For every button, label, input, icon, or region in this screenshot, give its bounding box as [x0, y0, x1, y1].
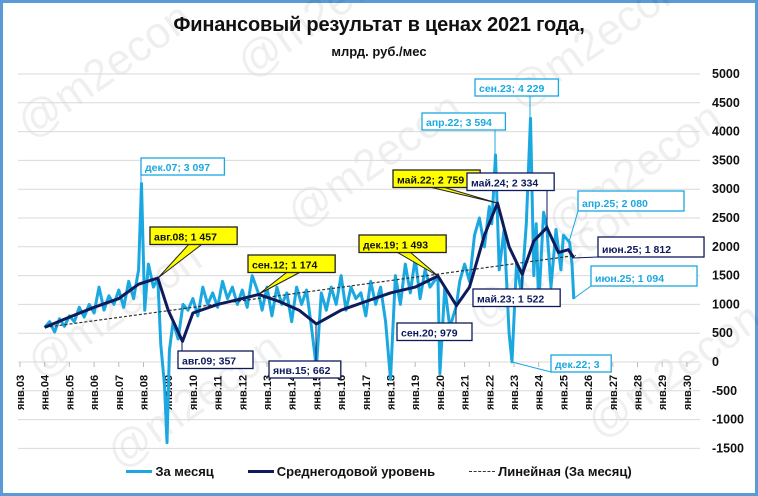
y-axis-ticks: 5000450040003500300025002000150010005000…: [712, 67, 744, 455]
legend: За месяц Среднегодовой уровень Линейная …: [0, 464, 758, 479]
annotation-label: апр.22; 3 594: [426, 117, 492, 129]
annotation-callout: май.24; 2 334: [466, 172, 555, 228]
x-axis-ticks: янв.03 янв.04 янв.05 янв.06 янв.07 янв.08 янв.…: [15, 374, 694, 410]
annotation-callout: сен.20; 979: [396, 306, 473, 342]
annotation-callout: апр.25; 2 080: [568, 190, 685, 243]
x-tick-label: янв.13: [262, 375, 274, 410]
annotation-callout: дек.22; 3: [511, 354, 612, 373]
y-tick-label: 3000: [712, 182, 740, 196]
data-annotations: дек.07; 3 097 авг.08; 1 457 авг.09; 357 сен…: [140, 78, 705, 379]
annotation-label: сен.12; 1 174: [252, 260, 317, 272]
annotation-callout: авг.08; 1 457: [149, 226, 238, 279]
annotation-label: сен.20; 979: [401, 328, 458, 340]
legend-item-average: Среднегодовой уровень: [247, 464, 436, 479]
annotation-callout: апр.22; 3 594: [421, 112, 507, 155]
legend-swatch-trend: [469, 471, 496, 472]
x-tick-label: янв.28: [633, 375, 645, 410]
x-tick-label: янв.19: [410, 375, 422, 410]
chart-title: Финансовый результат в ценах 2021 года,: [173, 14, 585, 36]
x-tick-label: янв.16: [336, 375, 348, 410]
annotation-callout: июн.25; 1 094: [572, 265, 698, 300]
legend-item-trend: Линейная (За месяц): [469, 464, 632, 479]
series-trend-line: [44, 254, 576, 329]
annotation-callout: сен.23; 4 229: [474, 78, 560, 118]
y-tick-label: 5000: [712, 67, 740, 81]
annotation-label: июн.25; 1 812: [602, 244, 671, 256]
annotation-label: май.24; 2 334: [471, 178, 538, 190]
x-tick-label: янв.29: [657, 375, 669, 410]
annotation-label: сен.23; 4 229: [479, 83, 544, 95]
x-tick-label: янв.26: [583, 375, 595, 410]
x-tick-label: янв.11: [213, 375, 225, 410]
annotation-label: май.22; 2 759: [397, 175, 464, 187]
y-tick-label: 4000: [712, 125, 740, 139]
y-tick-label: -1000: [712, 413, 744, 427]
legend-swatch-monthly: [126, 470, 153, 473]
x-tick-label: янв.07: [114, 375, 126, 410]
y-tick-label: 4500: [712, 96, 740, 110]
annotation-callout: май.23; 1 522: [472, 274, 561, 308]
annotation-callout: дек.19; 1 493: [358, 234, 447, 277]
y-tick-label: 0: [712, 355, 719, 369]
annotation-callout: авг.09; 357: [177, 341, 254, 370]
x-tick-label: янв.10: [188, 375, 200, 410]
x-tick-label: янв.18: [386, 375, 398, 410]
annotation-label: дек.22; 3: [555, 359, 600, 371]
annotation-callout: янв.15; 662: [268, 324, 342, 379]
annotation-label: июн.25; 1 094: [595, 273, 664, 285]
x-tick-label: янв.06: [89, 375, 101, 410]
annotation-label: авг.09; 357: [182, 356, 236, 368]
y-tick-label: -500: [712, 384, 737, 398]
x-tick-label: янв.04: [40, 374, 52, 410]
legend-label-trend: Линейная (За месяц): [498, 464, 632, 479]
annotation-label: янв.15; 662: [273, 365, 331, 377]
x-tick-label: янв.12: [237, 375, 249, 410]
annotation-label: май.23; 1 522: [477, 294, 544, 306]
x-tick-label: янв.17: [361, 375, 373, 410]
legend-label-average: Среднегодовой уровень: [276, 464, 436, 479]
legend-swatch-average: [247, 470, 274, 473]
y-tick-label: 2500: [712, 211, 740, 225]
watermark-text: @m2econ: [228, 0, 421, 88]
y-tick-label: 1500: [712, 269, 740, 283]
x-tick-label: янв.24: [534, 374, 546, 410]
annotation-callout: май.22; 2 759: [392, 169, 498, 204]
x-tick-label: янв.15: [311, 375, 323, 410]
annotation-label: апр.25; 2 080: [582, 198, 648, 210]
x-tick-label: янв.14: [287, 374, 299, 410]
x-tick-label: янв.27: [608, 375, 620, 410]
annotation-callout: сен.12; 1 174: [247, 254, 336, 295]
y-tick-label: 3500: [712, 153, 740, 167]
watermark-text: @m2econ: [498, 0, 691, 118]
x-tick-label: янв.23: [509, 375, 521, 410]
x-tick-label: янв.22: [484, 375, 496, 410]
y-tick-label: 1000: [712, 297, 740, 311]
x-tick-label: янв.21: [460, 375, 472, 410]
x-tick-label: янв.08: [139, 375, 151, 410]
series-monthly-line: [43, 116, 576, 445]
x-tick-label: янв.25: [558, 375, 570, 410]
annotation-callout: июн.25; 1 812: [572, 236, 705, 259]
legend-label-monthly: За месяц: [155, 464, 214, 479]
annotation-label: дек.07; 3 097: [145, 162, 210, 174]
annotation-label: дек.19; 1 493: [363, 240, 428, 252]
y-tick-label: -1500: [712, 441, 744, 455]
chart-subtitle: млрд. руб./мес: [331, 44, 427, 59]
y-tick-label: 500: [712, 326, 733, 340]
x-tick-label: янв.05: [64, 375, 76, 410]
y-tick-label: 2000: [712, 240, 740, 254]
x-tick-label: янв.30: [682, 375, 694, 410]
annotation-callout: дек.07; 3 097: [140, 157, 226, 184]
x-tick-label: янв.03: [15, 375, 27, 410]
legend-item-monthly: За месяц: [126, 464, 214, 479]
x-tick-label: янв.20: [435, 375, 447, 410]
annotation-label: авг.08; 1 457: [154, 232, 217, 244]
